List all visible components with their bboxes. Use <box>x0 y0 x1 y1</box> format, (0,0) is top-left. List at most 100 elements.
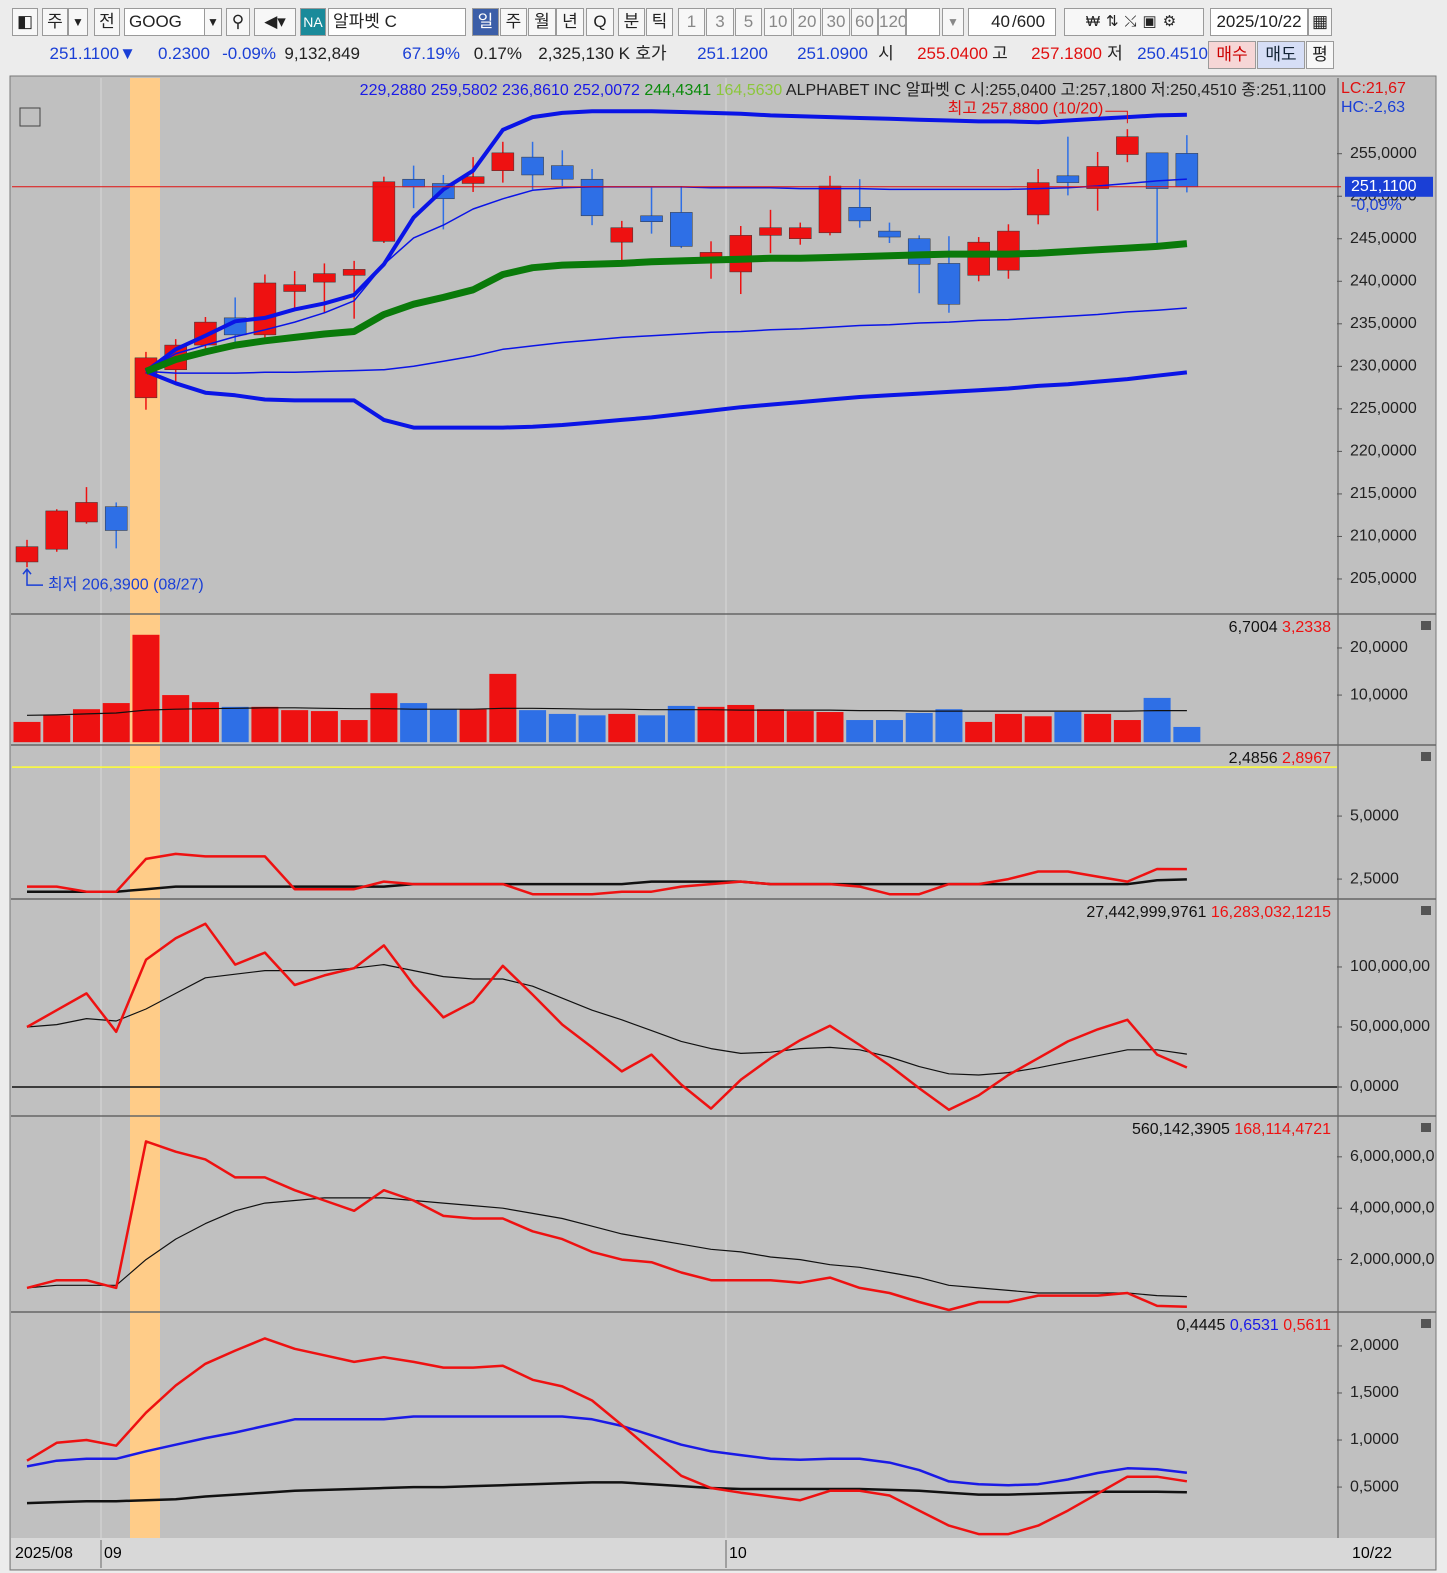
candle-body <box>45 510 68 550</box>
interval-button[interactable]: 주 <box>500 8 527 36</box>
volume-bar <box>132 634 160 743</box>
candle-body <box>1086 166 1109 189</box>
volume-bar <box>965 721 993 743</box>
amount: 2,325,130 K <box>538 44 630 63</box>
legend-entry: 27,442,999,9761 <box>1086 904 1206 921</box>
bid: 251.0900 <box>797 44 868 63</box>
indicator-line <box>26 1140 1187 1312</box>
minute-button[interactable]: 20 <box>793 8 821 36</box>
lc-label: LC:21,67 <box>1341 80 1406 97</box>
interval-button[interactable]: Q <box>586 8 614 36</box>
sell-button[interactable]: 매도 <box>1257 41 1305 69</box>
legend-entry: 244,4341 <box>640 82 711 99</box>
date-input[interactable]: 2025/10/22 <box>1210 8 1308 36</box>
legend-entry: 168,114,4721 <box>1230 1121 1331 1138</box>
volume: 9,132,849 <box>284 44 360 63</box>
indicator-line <box>26 922 1188 1112</box>
legend-entry: 2,4856 <box>1229 750 1278 767</box>
candle-body <box>967 241 990 276</box>
interval-button[interactable]: 분 <box>618 8 645 36</box>
candle-body <box>729 235 753 273</box>
candle-body <box>610 227 634 243</box>
dropdown[interactable]: ▼ <box>68 8 88 36</box>
candle-body <box>342 269 366 276</box>
volume-bar <box>102 703 130 743</box>
volume-bar <box>221 706 249 743</box>
panel-legend: 229,2880 259,5802 236,8610 252,0072 244,… <box>360 81 1326 99</box>
candle-body <box>372 181 396 242</box>
volume-bar <box>519 710 547 743</box>
search-button[interactable]: ⚲ <box>226 8 250 36</box>
candle-body <box>1175 153 1199 188</box>
candle-body <box>283 284 306 292</box>
change-pct: -0.09% <box>222 44 276 63</box>
panel-close <box>1421 752 1431 761</box>
y-tick-label: 4,000,000,0 <box>1350 1199 1435 1216</box>
legend-entry: 0,5611 <box>1279 1317 1331 1334</box>
tool-icons[interactable]: ₩⇅⤯▣⚙ <box>1064 8 1204 36</box>
legend-entry: 0,4445 <box>1176 1317 1225 1334</box>
volume-bar <box>578 715 606 743</box>
custom-input[interactable] <box>906 8 940 36</box>
interval-button[interactable]: 틱 <box>646 8 673 36</box>
candle-body <box>759 227 782 236</box>
interval-button[interactable]: 일 <box>472 8 499 36</box>
low: 250.4510 <box>1137 44 1208 63</box>
volume-bar <box>846 720 874 743</box>
y-tick-label: 210,0000 <box>1350 528 1417 545</box>
calendar-button[interactable]: ▦ <box>1308 8 1332 36</box>
y-tick-label: 2,0000 <box>1350 1337 1399 1354</box>
buy-button[interactable]: 매수 <box>1208 41 1256 69</box>
sound-button[interactable]: ◀▾ <box>254 8 296 36</box>
panel-legend: 0,4445 0,6531 0,5611 <box>1176 1317 1331 1334</box>
avg-button[interactable]: 평 <box>1306 41 1334 69</box>
volume-bar <box>994 713 1022 743</box>
high-note: 최고 257,8800 (10/20) <box>948 99 1104 117</box>
volume-bar <box>1054 712 1082 743</box>
name-input[interactable]: 알파벳 C <box>328 8 466 36</box>
interval-button[interactable]: 월 <box>528 8 556 36</box>
legend-entry: 560,142,3905 <box>1132 1121 1230 1138</box>
dropdown[interactable]: ▼ <box>942 8 964 36</box>
y-tick-label: 100,000,00 <box>1350 958 1430 975</box>
minute-button[interactable]: 30 <box>822 8 850 36</box>
interval-button[interactable]: 년 <box>556 8 584 36</box>
prev-button[interactable]: 전 <box>94 8 120 36</box>
minute-button[interactable]: 10 <box>764 8 792 36</box>
volume-bar <box>816 712 844 743</box>
candle-body <box>670 212 693 247</box>
minute-button[interactable]: 60 <box>851 8 878 36</box>
y-tick-label: 20,0000 <box>1350 639 1408 656</box>
low-note: 최저 206,3900 (08/27) <box>48 575 204 593</box>
grid-icon[interactable] <box>19 107 41 127</box>
indicator-line <box>26 964 1187 1076</box>
volume-bar <box>786 711 814 743</box>
minute-button[interactable]: 120 <box>878 8 906 36</box>
volume-bar <box>310 711 338 743</box>
panel-close <box>1421 621 1431 630</box>
volume-bar <box>667 705 695 743</box>
period-button[interactable]: 주 <box>42 8 68 36</box>
dropdown[interactable]: ▼ <box>204 8 222 36</box>
candle-body <box>937 263 961 305</box>
indicator-line <box>26 1481 1187 1505</box>
panel-close <box>1421 1319 1431 1328</box>
menu-icon[interactable]: ◧ <box>12 8 38 36</box>
panel-legend: 6,7004 3,2338 <box>1229 619 1331 636</box>
count-input[interactable]: 40 <box>968 8 1012 36</box>
volume-bar <box>875 720 903 743</box>
candle-body <box>402 178 425 188</box>
overlay-line <box>145 307 1187 374</box>
candle-body <box>580 178 604 217</box>
candle-body <box>491 152 515 171</box>
minute-button[interactable]: 3 <box>706 8 734 36</box>
candle-body <box>640 215 663 222</box>
overlay-line <box>145 369 1188 430</box>
minute-button[interactable]: 5 <box>735 8 762 36</box>
change-label: -0,09% <box>1351 197 1402 214</box>
volume-bar <box>638 715 666 743</box>
minute-button[interactable]: 1 <box>678 8 705 36</box>
volume-bar <box>757 709 784 743</box>
indicator-line <box>26 1197 1187 1298</box>
